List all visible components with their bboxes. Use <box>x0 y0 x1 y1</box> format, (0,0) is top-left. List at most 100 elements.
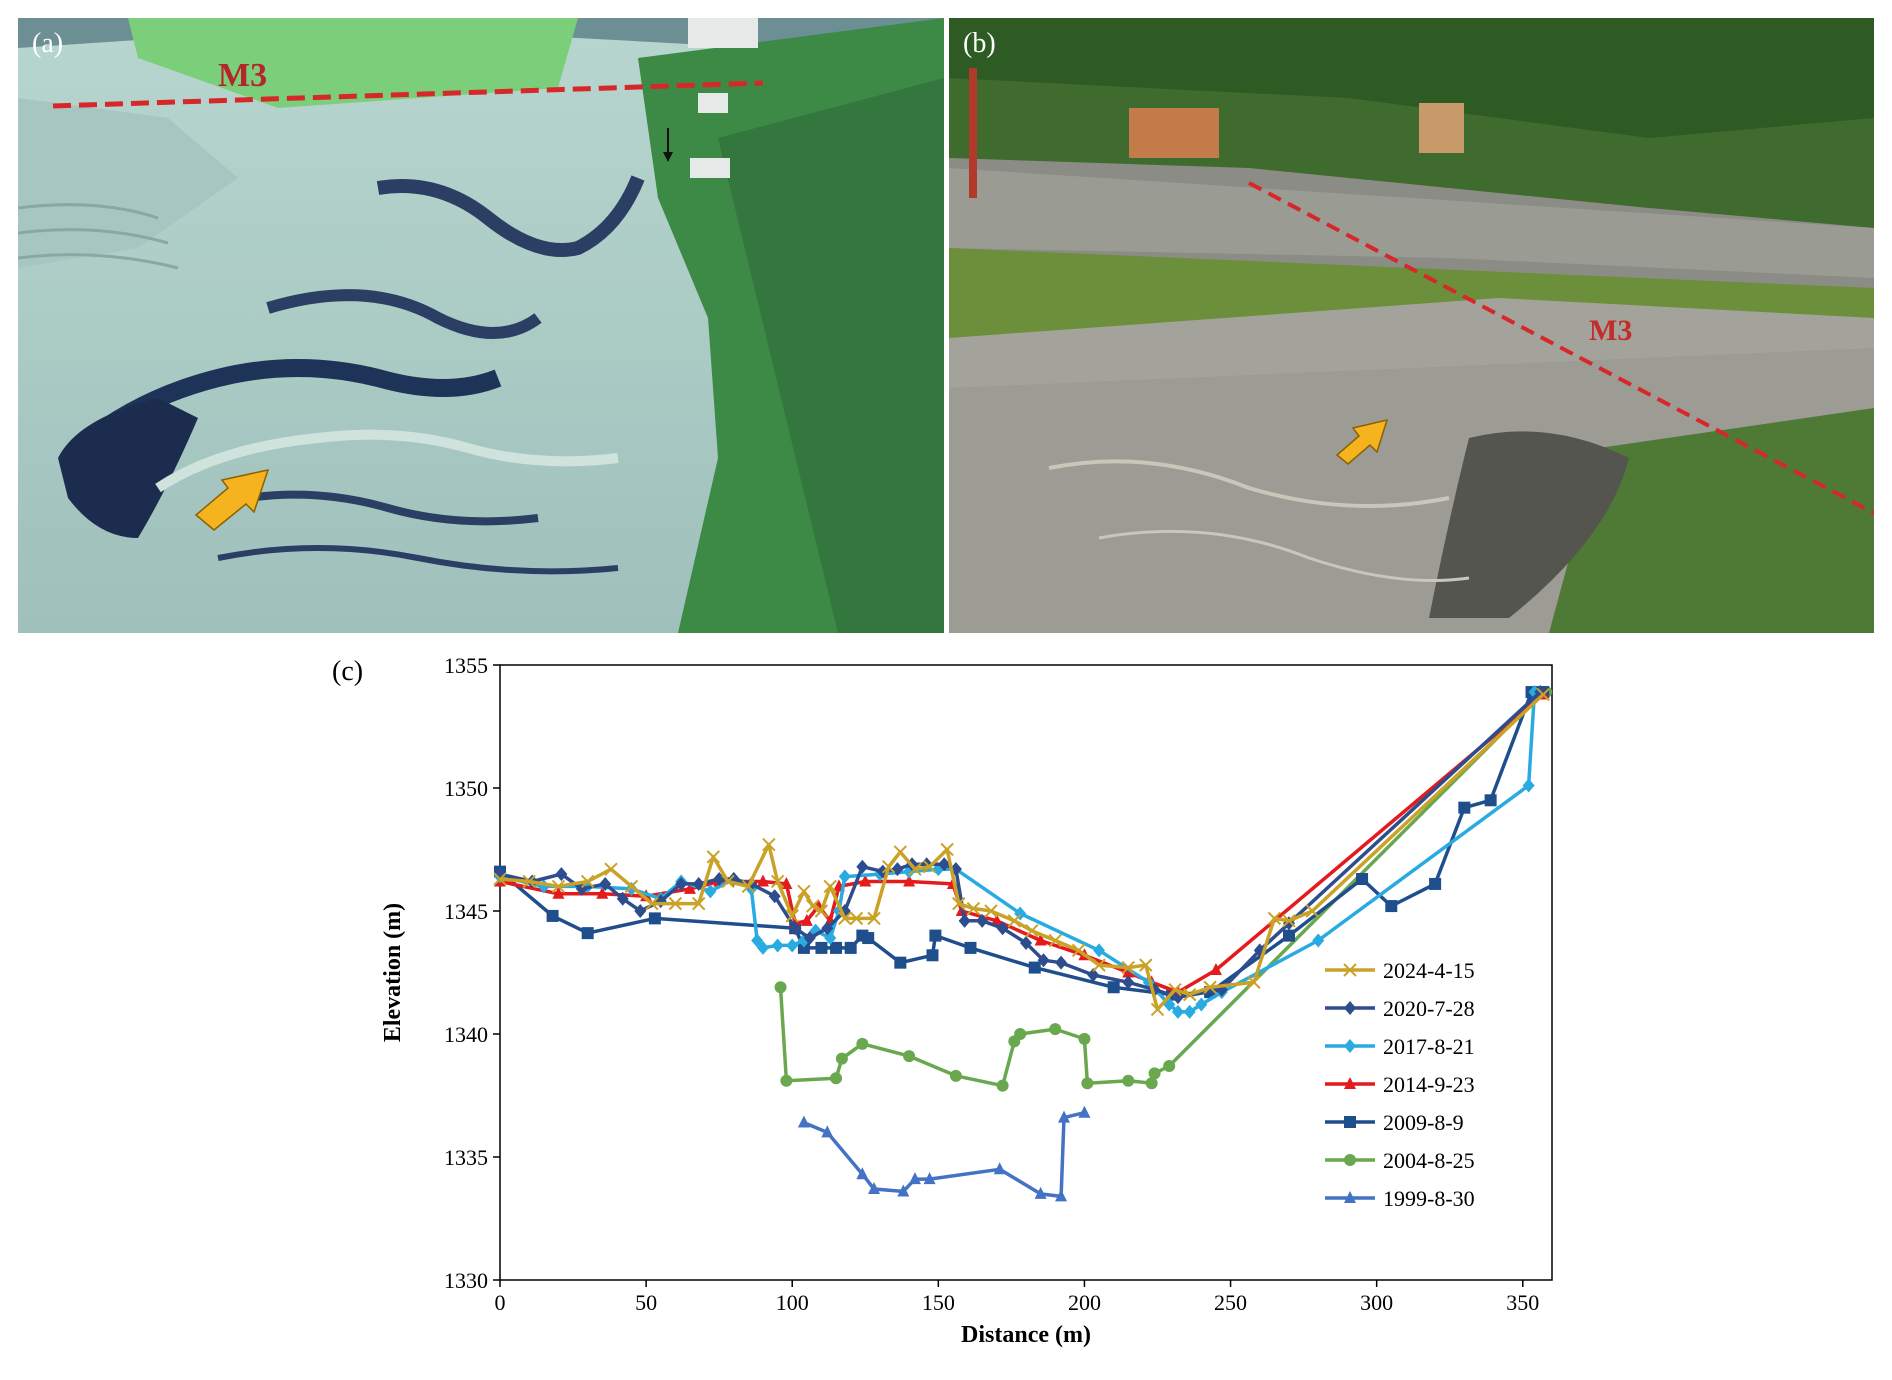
legend-item-2024-4-15: 2024-4-15 <box>1325 958 1475 983</box>
data-point-2024-4-15 <box>849 911 864 926</box>
data-point-2014-9-23 <box>552 886 565 899</box>
data-point-2020-7-28 <box>727 872 740 887</box>
data-point-2004-8-25 <box>1122 1074 1135 1087</box>
elevation-profile-chart: (c) 0 50 100 150 200 250 300 350 1330 1335 1340 134… <box>332 653 1553 1348</box>
data-point-2014-9-23 <box>1209 963 1222 976</box>
data-point-2020-7-28 <box>938 857 951 872</box>
legend-marker <box>1344 1039 1356 1053</box>
data-point-2020-7-28 <box>1087 967 1100 982</box>
data-point-1999-8-30 <box>897 1184 910 1197</box>
y-tick-label: 1355 <box>444 653 488 678</box>
data-point-2004-8-25 <box>835 1052 848 1065</box>
series-line-2024-4-15 <box>499 693 1545 1012</box>
data-point-2014-9-23 <box>596 886 609 899</box>
y-tick-label: 1345 <box>444 899 488 924</box>
data-point-2009-8-9 <box>1429 877 1442 890</box>
data-point-2014-9-23 <box>683 881 696 894</box>
data-point-2020-7-28 <box>958 913 971 928</box>
data-point-2024-4-15 <box>1267 911 1282 926</box>
legend-item-2014-9-23: 2014-9-23 <box>1325 1072 1475 1097</box>
data-point-2024-4-15 <box>1247 975 1261 990</box>
data-point-2009-8-9 <box>926 949 939 962</box>
data-point-2004-8-25 <box>903 1050 916 1063</box>
data-point-2024-4-15 <box>580 874 595 889</box>
data-point-2020-7-28 <box>599 876 612 891</box>
data-point-2024-4-15 <box>1048 933 1062 948</box>
data-point-2009-8-9 <box>830 941 843 954</box>
data-point-2009-8-9 <box>1028 961 1041 974</box>
photo-panel-a: M3 (a) <box>18 18 944 633</box>
data-point-2024-4-15 <box>762 837 776 852</box>
data-point-2024-4-15 <box>1071 943 1086 958</box>
data-point-2017-8-21 <box>625 881 638 896</box>
data-point-2014-9-23 <box>903 874 916 887</box>
data-point-2024-4-15 <box>984 904 998 918</box>
data-point-2024-4-15 <box>706 850 721 864</box>
data-point-2014-9-23 <box>757 874 769 887</box>
data-point-2020-7-28 <box>555 867 568 882</box>
series-line-1999-8-30 <box>803 1110 1085 1199</box>
data-point-2017-8-21 <box>838 869 851 884</box>
data-point-1999-8-30 <box>1057 1110 1070 1123</box>
data-point-2020-7-28 <box>675 876 688 891</box>
data-point-2024-4-15 <box>1092 958 1106 972</box>
data-point-2024-4-15 <box>952 896 966 911</box>
data-point-2017-8-21 <box>1522 778 1535 793</box>
data-point-2024-4-15 <box>692 896 706 911</box>
data-point-2024-4-15 <box>645 896 659 911</box>
data-point-2004-8-25 <box>1078 1032 1091 1045</box>
data-point-2024-4-15 <box>966 901 981 916</box>
data-point-1999-8-30 <box>1034 1186 1047 1199</box>
series-1999-8-30 <box>797 1105 1091 1202</box>
data-point-2024-4-15 <box>1150 1002 1165 1017</box>
legend-item-1999-8-30: 1999-8-30 <box>1325 1186 1475 1211</box>
data-point-2004-8-25 <box>949 1069 962 1082</box>
m3-profile-line-b <box>1248 181 1874 515</box>
x-tick-label: 50 <box>635 1290 657 1315</box>
data-point-2020-7-28 <box>575 881 588 896</box>
data-point-2024-4-15 <box>908 862 922 876</box>
data-point-2009-8-9 <box>581 927 594 940</box>
legend-item-2017-8-21: 2017-8-21 <box>1325 1034 1475 1059</box>
data-point-2024-4-15 <box>668 896 683 911</box>
x-tick-label: 250 <box>1214 1290 1247 1315</box>
photo-panel-b: M3 (b) <box>949 18 1874 633</box>
m3-label-a: M3 <box>218 57 267 94</box>
data-point-2017-8-21 <box>1195 997 1208 1012</box>
data-point-2020-7-28 <box>976 913 989 928</box>
data-point-2024-4-15 <box>604 862 618 876</box>
chart-legend: 2024-4-15 2020-7-28 2017-8-21 2014-9-23 2009… <box>1325 958 1475 1211</box>
data-point-2024-4-15 <box>721 874 735 889</box>
data-point-2024-4-15 <box>1203 980 1217 994</box>
data-point-2004-8-25 <box>1049 1023 1062 1036</box>
data-point-2017-8-21 <box>771 938 784 953</box>
y-axis-label: Elevation (m) <box>380 903 406 1042</box>
photo-a-illustration: M3 <box>18 18 944 633</box>
plot-frame <box>499 664 1553 1281</box>
data-point-2024-4-15 <box>1305 904 1320 918</box>
data-point-2017-8-21 <box>797 933 810 948</box>
chart-axes: 0 50 100 150 200 250 300 350 1330 1335 1340 1345 135… <box>444 653 1553 1315</box>
data-point-2009-8-9 <box>546 909 559 922</box>
legend-marker <box>1344 1116 1356 1128</box>
data-point-2017-8-21 <box>757 940 769 955</box>
data-point-2009-8-9 <box>1283 929 1295 942</box>
data-point-2020-7-28 <box>1037 953 1050 968</box>
data-point-2020-7-28 <box>996 921 1009 936</box>
y-tick-label: 1350 <box>444 776 488 801</box>
flow-direction-arrow-a <box>194 468 270 531</box>
data-point-2024-4-15 <box>1536 687 1550 702</box>
legend-label: 2020-7-28 <box>1383 996 1475 1021</box>
panel-label-c: (c) <box>332 656 363 687</box>
data-point-2004-8-25 <box>1081 1077 1094 1090</box>
data-point-2020-7-28 <box>1171 990 1184 1005</box>
flow-direction-arrow-b <box>1335 418 1389 465</box>
data-point-2017-8-21 <box>704 884 717 899</box>
data-point-2017-8-21 <box>1312 933 1325 948</box>
data-point-2024-4-15 <box>797 884 811 899</box>
data-point-1999-8-30 <box>1055 1189 1068 1202</box>
legend-item-2004-8-25: 2004-8-25 <box>1325 1148 1475 1173</box>
panel-label-b: (b) <box>963 28 996 59</box>
data-point-2009-8-9 <box>894 956 907 969</box>
legend-label: 2004-8-25 <box>1383 1148 1475 1173</box>
